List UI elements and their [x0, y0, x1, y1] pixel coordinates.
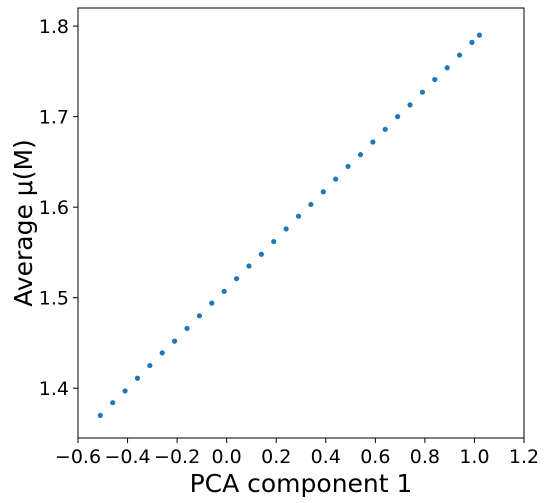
point	[134, 375, 141, 381]
x-tick-label: −0.6	[55, 446, 101, 468]
point	[357, 152, 364, 158]
point	[395, 114, 401, 120]
point	[147, 362, 153, 369]
x-tick-label: 1.2	[509, 446, 539, 468]
point	[469, 39, 475, 46]
point	[333, 176, 339, 182]
point	[320, 189, 326, 195]
point	[221, 288, 227, 294]
point	[370, 139, 376, 145]
point	[172, 338, 178, 344]
y-tick-label: 1.4	[39, 378, 69, 400]
x-tick-label: −0.4	[104, 446, 150, 468]
point	[110, 400, 116, 406]
point	[283, 226, 289, 232]
point	[184, 325, 190, 332]
x-tick-label: 0.2	[261, 446, 291, 468]
x-tick-label: 1.0	[459, 446, 489, 468]
point	[444, 65, 450, 71]
point	[271, 238, 277, 245]
y-tick-label: 1.6	[39, 197, 69, 219]
point	[382, 126, 388, 132]
point	[476, 32, 482, 38]
x-tick-label: 0.0	[212, 446, 242, 468]
point	[345, 163, 351, 170]
y-tick-label: 1.8	[39, 16, 69, 38]
point	[209, 300, 215, 306]
point	[456, 52, 463, 58]
point	[308, 201, 314, 208]
point	[419, 89, 426, 95]
y-axis-label: Average μ(M)	[9, 139, 38, 307]
x-tick-label: −0.2	[154, 446, 200, 468]
point	[196, 313, 203, 319]
x-tick-label: 0.6	[360, 446, 390, 468]
point	[122, 388, 128, 394]
y-tick-label: 1.7	[39, 107, 69, 129]
plot-frame	[77, 7, 525, 439]
x-tick-label: 0.4	[311, 446, 341, 468]
x-axis-label: PCA component 1	[190, 469, 413, 498]
point	[246, 263, 252, 269]
point	[407, 102, 413, 108]
point	[233, 276, 240, 282]
point	[258, 251, 264, 257]
point	[159, 350, 165, 356]
point	[295, 213, 302, 219]
point	[97, 412, 103, 418]
x-tick-label: 0.8	[410, 446, 440, 468]
point	[432, 76, 438, 83]
y-tick-label: 1.5	[39, 288, 69, 310]
